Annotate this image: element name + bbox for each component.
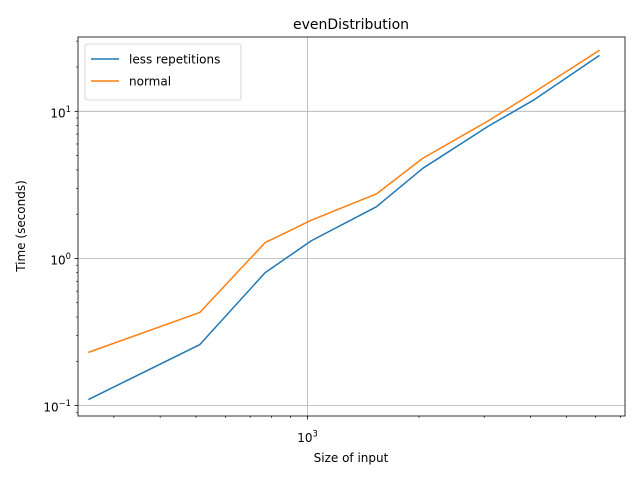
series-line-2: [88, 49, 600, 354]
y-axis-label: Time (seconds): [14, 180, 28, 273]
legend: less repetitions normal: [84, 43, 242, 101]
plot-frame: [77, 36, 626, 417]
y-tick-label: 10−1: [43, 398, 71, 414]
series-line-1: [88, 54, 600, 401]
x-tick-label: 103: [297, 429, 318, 445]
chart-title: evenDistribution: [293, 17, 409, 33]
legend-box: [84, 43, 242, 101]
y-tick-label: 100: [50, 251, 71, 267]
x-axis-label: Size of input: [314, 451, 389, 465]
legend-label-1: less repetitions: [129, 53, 220, 67]
legend-label-2: normal: [129, 75, 171, 89]
y-tick-label: 101: [50, 104, 71, 120]
